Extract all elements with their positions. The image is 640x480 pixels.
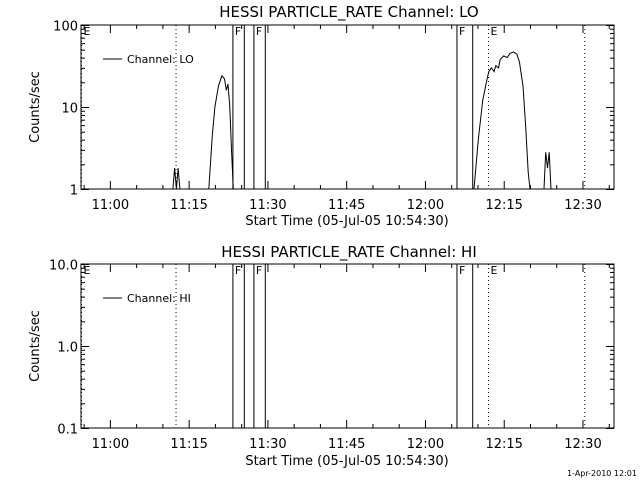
chart-hi-flag-label-8: E <box>490 264 497 277</box>
chart-lo-plot-frame <box>80 24 615 190</box>
chart-hi-legend: Channel: HI <box>103 292 191 305</box>
chart-hi-flag-label-2: F <box>235 264 241 277</box>
chart-hi-flag-label-6: F <box>459 264 465 277</box>
chart-lo-flag-label-4: F <box>256 25 262 38</box>
chart-hi-x-ticks: 11:00 11:15 11:30 11:45 12:00 12:15 12:30 <box>83 264 610 452</box>
chart-lo-y-label: Counts/sec <box>28 71 43 143</box>
chart-lo-y-tick-label-2: 100 <box>53 20 78 35</box>
chart-lo-x-tick-label-5: 12:15 <box>485 198 522 213</box>
chart-lo-x-tick-label-3: 11:45 <box>328 198 365 213</box>
chart-hi-flag-label-4: F <box>256 264 262 277</box>
chart-lo-x-tick-label-2: 11:30 <box>249 198 286 213</box>
chart-lo-series-0-segment-0 <box>172 168 181 190</box>
chart-hi-x-tick-label-2: 11:30 <box>249 437 286 452</box>
plot-timestamp: 1-Apr-2010 12:01 <box>567 469 637 478</box>
chart-lo-y-tick-label-1: 10 <box>61 102 78 117</box>
chart-hi-y-tick-label-0: 0.1 <box>57 423 78 438</box>
chart-hi-flag-label-0: E <box>84 264 91 277</box>
chart-hi-legend-label: Channel: HI <box>127 292 191 305</box>
chart-lo-x-tick-label-4: 12:00 <box>407 198 444 213</box>
chart-lo-series-0-segment-3 <box>543 152 552 190</box>
chart-lo-y-ticks: 1 10 100 <box>53 20 614 199</box>
chart-hi-x-tick-label-3: 11:45 <box>328 437 365 452</box>
chart-lo-y-tick-label-0: 1 <box>70 184 78 199</box>
chart-hi-y-tick-label-2: 10.0 <box>49 259 78 274</box>
chart-lo-x-ticks: 11:00 11:15 11:30 11:45 12:00 12:15 12:30 <box>83 25 610 213</box>
chart-hi-x-tick-label-5: 12:15 <box>485 437 522 452</box>
chart-lo-series-0-segment-2 <box>473 51 531 190</box>
chart-lo-flag-label-6: F <box>459 25 465 38</box>
chart-hi-y-tick-label-1: 1.0 <box>57 341 78 356</box>
chart-lo-x-tick-label-0: 11:00 <box>92 198 129 213</box>
chart-lo-title: HESSI PARTICLE_RATE Channel: LO <box>219 3 478 22</box>
chart-lo-x-tick-label-1: 11:15 <box>170 198 207 213</box>
chart-hi-x-tick-label-0: 11:00 <box>92 437 129 452</box>
chart-lo-x-tick-label-6: 12:30 <box>564 198 601 213</box>
chart-hi: HESSI PARTICLE_RATE Channel: HI E F F F E 11… <box>28 243 615 469</box>
chart-lo-legend: Channel: LO <box>103 53 194 66</box>
chart-hi-y-label: Counts/sec <box>28 310 43 382</box>
chart-hi-x-tick-label-1: 11:15 <box>170 437 207 452</box>
chart-lo-curves <box>172 51 552 190</box>
chart-hi-title: HESSI PARTICLE_RATE Channel: HI <box>221 243 477 262</box>
chart-lo-flag-label-2: F <box>235 25 241 38</box>
chart-lo-flag-label-0: E <box>84 25 91 38</box>
chart-lo-x-label: Start Time (05-Jul-05 10:54:30) <box>245 214 448 229</box>
chart-lo-flag-label-8: E <box>490 25 497 38</box>
chart-hi-x-tick-label-4: 12:00 <box>407 437 444 452</box>
chart-hi-x-label: Start Time (05-Jul-05 10:54:30) <box>245 454 448 469</box>
chart-hi-y-ticks: 0.1 1.0 10.0 <box>49 259 614 438</box>
chart-hi-plot-frame <box>80 263 615 429</box>
chart-lo-series-0-segment-1 <box>208 74 234 190</box>
chart-lo-legend-label: Channel: LO <box>127 53 194 66</box>
chart-hi-x-tick-label-6: 12:30 <box>564 437 601 452</box>
